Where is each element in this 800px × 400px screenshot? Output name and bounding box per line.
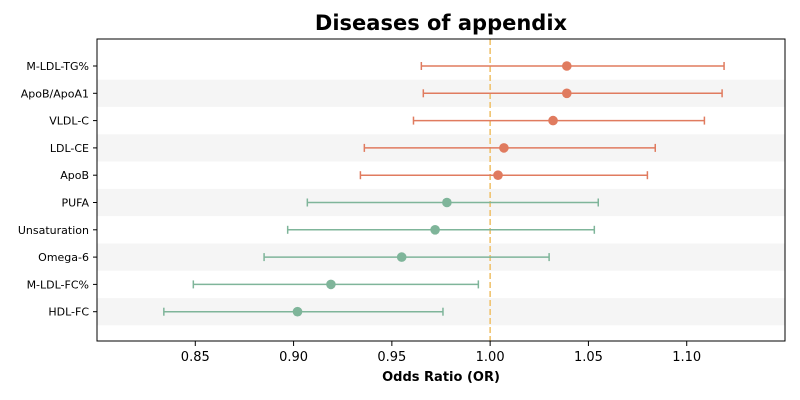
or-point xyxy=(292,306,303,317)
y-tick-label: ApoB/ApoA1 xyxy=(21,87,89,100)
x-tick-label: 1.00 xyxy=(476,350,505,365)
y-tick-label: Unsaturation xyxy=(18,224,89,237)
y-tick-label: Omega-6 xyxy=(38,251,89,264)
forest-row xyxy=(422,88,723,99)
forest-row xyxy=(163,306,444,317)
y-tick-label: ApoB xyxy=(60,169,89,182)
y-axis-labels: M-LDL-TG% ApoB/ApoA1 VLDL-C LDL-CE ApoB PUFA U… xyxy=(18,60,97,319)
forest-row xyxy=(263,252,550,262)
x-tick-label: 0.85 xyxy=(181,350,210,365)
forest-row xyxy=(286,225,596,235)
forest-row xyxy=(420,61,725,71)
x-tick-label: 0.90 xyxy=(279,350,308,365)
or-point xyxy=(396,252,407,262)
forest-row xyxy=(363,143,657,153)
forest-row xyxy=(359,170,649,180)
y-tick-label: M-LDL-FC% xyxy=(27,278,89,291)
or-point xyxy=(562,61,572,71)
y-tick-label: VLDL-C xyxy=(49,115,89,128)
forest-row xyxy=(192,279,480,290)
chart-title: Diseases of appendix xyxy=(315,11,568,35)
x-tick-label: 1.10 xyxy=(672,350,701,365)
or-point xyxy=(326,279,336,290)
data-marks xyxy=(163,61,725,317)
plot-frame xyxy=(96,38,786,342)
x-axis: 0.85 0.90 0.95 1.00 1.05 1.10 xyxy=(181,341,701,365)
x-axis-label: Odds Ratio (OR) xyxy=(382,370,500,385)
x-tick-label: 0.95 xyxy=(377,350,406,365)
or-point xyxy=(493,170,503,180)
or-point xyxy=(562,88,572,99)
forest-row xyxy=(306,197,600,208)
y-tick-label: LDL-CE xyxy=(50,142,89,155)
y-tick-label: M-LDL-TG% xyxy=(26,60,89,73)
forest-row xyxy=(412,115,706,126)
y-tick-label: HDL-FC xyxy=(48,306,89,319)
or-point xyxy=(548,115,558,126)
x-tick-label: 1.05 xyxy=(574,350,603,365)
y-tick-label: PUFA xyxy=(61,197,89,210)
or-point xyxy=(499,143,509,153)
or-point xyxy=(442,197,452,208)
or-point xyxy=(430,225,440,235)
